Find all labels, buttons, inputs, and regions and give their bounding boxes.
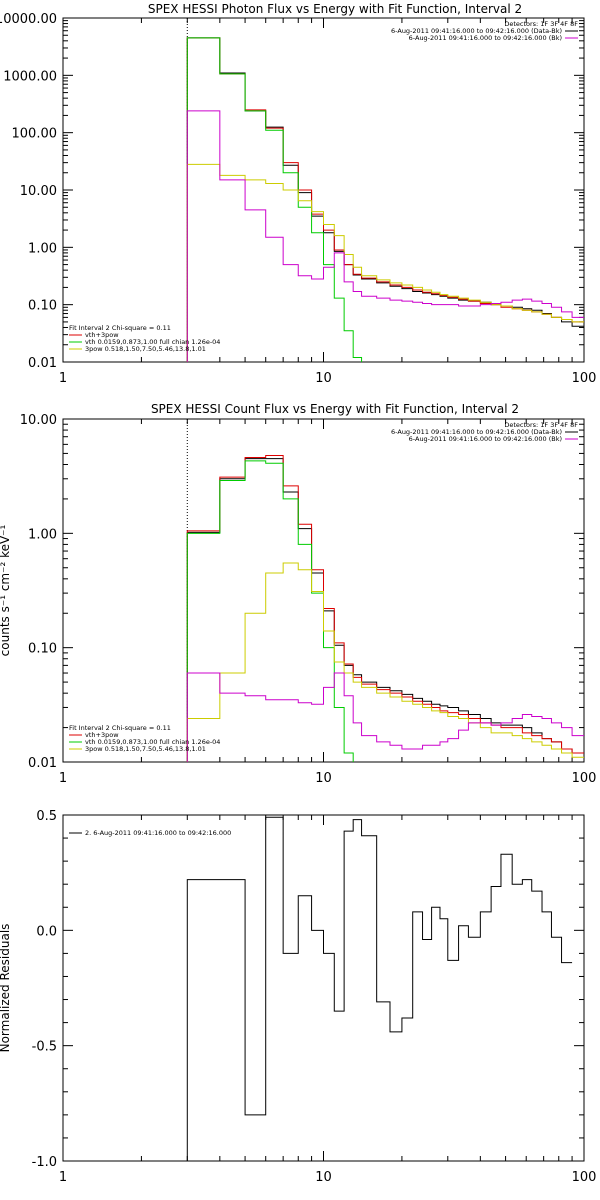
detectors-label: Detectors: 1F 3F 4F 8F bbox=[504, 421, 578, 429]
legend-right-label: 6-Aug-2011 09:41:16.000 to 09:42:16.000 … bbox=[409, 34, 562, 42]
x-tick-label: 100 bbox=[572, 371, 597, 386]
count-flux-panel: SPEX HESSI Count Flux vs Energy with Fit… bbox=[0, 402, 597, 786]
series-line-0 bbox=[186, 816, 573, 1161]
legend-left-label: vth 0.0159,0.873,1.00 full chian 1.26e-0… bbox=[85, 338, 220, 346]
y-axis-label: Normalized Residuals bbox=[0, 924, 12, 1053]
x-tick-label: 1 bbox=[59, 371, 67, 386]
x-tick-label: 100 bbox=[572, 1170, 597, 1185]
y-tick-label: -1.0 bbox=[32, 1155, 57, 1170]
y-tick-label: 0.01 bbox=[28, 356, 57, 371]
y-tick-label: 0.5 bbox=[36, 809, 57, 824]
series-line-0 bbox=[186, 458, 584, 762]
x-tick-label: 100 bbox=[572, 771, 597, 786]
legend-right-label: 6-Aug-2011 09:41:16.000 to 09:42:16.000 … bbox=[391, 27, 562, 35]
count-panel-title: SPEX HESSI Count Flux vs Energy with Fit… bbox=[151, 402, 519, 416]
series-line-0 bbox=[186, 37, 584, 362]
legend-left-label: vth 0.0159,0.873,1.00 full chian 1.26e-0… bbox=[85, 738, 220, 746]
plot-frame bbox=[62, 814, 585, 1162]
y-tick-label: 1000.00 bbox=[3, 69, 57, 84]
fit-info-label: Fit Interval 2 Chi-square = 0.11 bbox=[69, 724, 171, 732]
x-tick-label: 10 bbox=[315, 771, 332, 786]
y-tick-label: 10000.00 bbox=[0, 12, 57, 27]
series-line-2 bbox=[186, 37, 363, 362]
detectors-label: Detectors: 1F 3F 4F 8F bbox=[504, 20, 578, 28]
y-tick-label: 0.10 bbox=[28, 299, 57, 314]
y-tick-label: 10.00 bbox=[20, 184, 57, 199]
y-tick-label: 100.00 bbox=[12, 127, 58, 142]
legend-right-label: 6-Aug-2011 09:41:16.000 to 09:42:16.000 … bbox=[409, 435, 562, 443]
series-line-1 bbox=[186, 454, 584, 762]
legend-left-label: vth+3pow bbox=[85, 331, 119, 339]
legend-left-label: 3pow 0.518,1.50,7.50,5.46,13.8,1.01 bbox=[85, 345, 206, 353]
y-tick-label: 10.00 bbox=[20, 413, 57, 428]
y-tick-label: 1.00 bbox=[28, 241, 57, 256]
x-tick-label: 1 bbox=[59, 1170, 67, 1185]
fit-info-label: Fit Interval 2 Chi-square = 0.11 bbox=[69, 324, 171, 332]
plot-area bbox=[186, 816, 573, 1161]
y-tick-label: 1.00 bbox=[28, 527, 57, 542]
y-tick-label: -0.5 bbox=[32, 1040, 57, 1055]
plot-area bbox=[186, 37, 584, 362]
residuals-panel: 1 10 100 -1.0 -0.5 0.0 0.5 Normalized Residuals… bbox=[0, 809, 596, 1185]
legend-left-label: vth+3pow bbox=[85, 731, 119, 739]
y-tick-label: 0.10 bbox=[28, 642, 57, 657]
series-line-2 bbox=[186, 460, 354, 762]
legend-left-label: 3pow 0.518,1.50,7.50,5.46,13.8,1.01 bbox=[85, 745, 206, 753]
series-line-3 bbox=[186, 163, 584, 362]
y-tick-label: 0.0 bbox=[36, 924, 57, 939]
x-tick-label: 1 bbox=[59, 771, 67, 786]
legend-left-label: 2. 6-Aug-2011 09:41:16.000 to 09:42:16.0… bbox=[85, 829, 231, 837]
series-line-4 bbox=[186, 110, 584, 362]
plot-area bbox=[186, 454, 584, 762]
plot-frame bbox=[62, 17, 585, 363]
photon-flux-panel: SPEX HESSI Photon Flux vs Energy with Fi… bbox=[0, 2, 597, 386]
x-tick-label: 10 bbox=[315, 371, 332, 386]
series-line-1 bbox=[186, 37, 584, 362]
series-line-3 bbox=[186, 562, 584, 762]
x-tick-label: 10 bbox=[315, 1170, 332, 1185]
photon-panel-title: SPEX HESSI Photon Flux vs Energy with Fi… bbox=[148, 2, 522, 16]
y-tick-label: 0.01 bbox=[28, 756, 57, 771]
y-axis-label: counts s⁻¹ cm⁻² keV⁻¹ bbox=[0, 524, 12, 656]
series-line-4 bbox=[186, 672, 584, 762]
legend-right-label: 6-Aug-2011 09:41:16.000 to 09:42:16.000 … bbox=[391, 428, 562, 436]
